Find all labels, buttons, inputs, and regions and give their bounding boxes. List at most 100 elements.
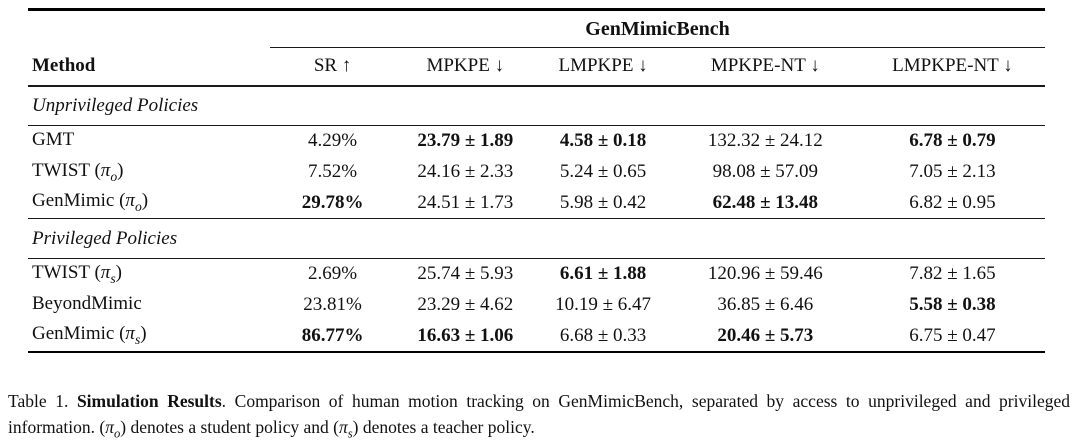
results-table: GenMimicBench Method SR ↑ MPKPE ↓ LMPKPE… — [28, 8, 1045, 353]
sr-value: 86.77% — [302, 325, 364, 346]
sr-value: 23.81% — [303, 294, 362, 315]
method-cell: TWIST (πo) — [28, 157, 270, 188]
lmpkpe-nt-value: 6.78 ± 0.79 — [909, 130, 995, 151]
caption-label: Table 1. — [8, 391, 77, 411]
lmpkpe-value: 10.19 ± 6.47 — [555, 294, 651, 315]
caption-body: ) denotes a teacher policy. — [353, 417, 535, 437]
mpkpe-cell: 23.79 ± 1.89 — [395, 126, 535, 157]
mpkpe-value: 25.74 ± 5.93 — [417, 263, 513, 284]
method-cell: GenMimic (πo) — [28, 188, 270, 219]
sr-cell: 23.81% — [270, 290, 395, 321]
results-table-container: GenMimicBench Method SR ↑ MPKPE ↓ LMPKPE… — [28, 8, 1045, 353]
mpkpe-nt-value: 62.48 ± 13.48 — [713, 192, 818, 213]
column-header-lmpkpe: LMPKPE ↓ — [535, 48, 670, 86]
mpkpe-value: 24.51 ± 1.73 — [417, 192, 513, 213]
method-name: TWIST ( — [32, 262, 101, 283]
mpkpe-value: 23.79 ± 1.89 — [417, 130, 513, 151]
method-close: ) — [116, 262, 122, 283]
column-header-method: Method — [28, 48, 270, 86]
lmpkpe-nt-value: 7.82 ± 1.65 — [909, 263, 995, 284]
sr-cell: 7.52% — [270, 157, 395, 188]
group-header-spacer — [28, 10, 270, 48]
section-label: Privileged Policies — [28, 219, 1045, 259]
mpkpe-value: 23.29 ± 4.62 — [417, 294, 513, 315]
section-label: Unprivileged Policies — [28, 86, 1045, 126]
sr-value: 29.78% — [302, 192, 364, 213]
lmpkpe-nt-value: 5.58 ± 0.38 — [909, 294, 995, 315]
lmpkpe-value: 6.61 ± 1.88 — [560, 263, 646, 284]
method-close: ) — [140, 323, 146, 344]
method-cell: GMT — [28, 126, 270, 157]
sr-cell: 2.69% — [270, 259, 395, 290]
method-cell: TWIST (πs) — [28, 259, 270, 290]
group-header-row: GenMimicBench — [28, 10, 1045, 48]
column-header-lmpkpe-nt: LMPKPE-NT ↓ — [860, 48, 1045, 86]
pi-subscript: o — [135, 199, 142, 214]
mpkpe-nt-cell: 98.08 ± 57.09 — [671, 157, 860, 188]
mpkpe-value: 16.63 ± 1.06 — [417, 325, 513, 346]
lmpkpe-nt-value: 6.82 ± 0.95 — [909, 192, 995, 213]
lmpkpe-cell: 5.98 ± 0.42 — [535, 188, 670, 219]
mpkpe-nt-cell: 120.96 ± 59.46 — [671, 259, 860, 290]
table-row-genmimic-teacher: GenMimic (πs) 86.77% 16.63 ± 1.06 6.68 ±… — [28, 321, 1045, 352]
sr-cell: 29.78% — [270, 188, 395, 219]
pi-symbol: π — [101, 262, 111, 283]
lmpkpe-value: 4.58 ± 0.18 — [560, 130, 646, 151]
sr-cell: 4.29% — [270, 126, 395, 157]
group-header-benchmark: GenMimicBench — [270, 10, 1045, 48]
pi-symbol: π — [105, 417, 114, 437]
pi-symbol: π — [125, 323, 135, 344]
lmpkpe-value: 5.98 ± 0.42 — [560, 192, 646, 213]
method-name: BeyondMimic — [32, 293, 142, 314]
mpkpe-nt-value: 36.85 ± 6.46 — [717, 294, 813, 315]
column-header-sr: SR ↑ — [270, 48, 395, 86]
method-cell: BeyondMimic — [28, 290, 270, 321]
mpkpe-cell: 24.51 ± 1.73 — [395, 188, 535, 219]
mpkpe-nt-cell: 132.32 ± 24.12 — [671, 126, 860, 157]
mpkpe-nt-cell: 62.48 ± 13.48 — [671, 188, 860, 219]
method-name: GenMimic ( — [32, 323, 125, 344]
lmpkpe-nt-cell: 5.58 ± 0.38 — [860, 290, 1045, 321]
caption-body: ) denotes a student policy and ( — [120, 417, 339, 437]
pi-symbol: π — [339, 417, 348, 437]
lmpkpe-cell: 4.58 ± 0.18 — [535, 126, 670, 157]
mpkpe-cell: 25.74 ± 5.93 — [395, 259, 535, 290]
mpkpe-cell: 23.29 ± 4.62 — [395, 290, 535, 321]
mpkpe-nt-cell: 20.46 ± 5.73 — [671, 321, 860, 352]
lmpkpe-nt-cell: 6.78 ± 0.79 — [860, 126, 1045, 157]
lmpkpe-nt-cell: 6.75 ± 0.47 — [860, 321, 1045, 352]
mpkpe-nt-value: 132.32 ± 24.12 — [708, 130, 823, 151]
section-row-unprivileged: Unprivileged Policies — [28, 86, 1045, 126]
method-cell: GenMimic (πs) — [28, 321, 270, 352]
sr-value: 7.52% — [308, 161, 357, 182]
lmpkpe-nt-cell: 7.05 ± 2.13 — [860, 157, 1045, 188]
sr-value: 4.29% — [308, 130, 357, 151]
sr-value: 2.69% — [308, 263, 357, 284]
lmpkpe-nt-value: 6.75 ± 0.47 — [909, 325, 995, 346]
mpkpe-nt-value: 120.96 ± 59.46 — [708, 263, 823, 284]
mpkpe-value: 24.16 ± 2.33 — [417, 161, 513, 182]
lmpkpe-cell: 6.68 ± 0.33 — [535, 321, 670, 352]
method-name: GenMimic ( — [32, 190, 125, 211]
lmpkpe-value: 6.68 ± 0.33 — [560, 325, 646, 346]
table-row-twist-student: TWIST (πo) 7.52% 24.16 ± 2.33 5.24 ± 0.6… — [28, 157, 1045, 188]
section-row-privileged: Privileged Policies — [28, 219, 1045, 259]
lmpkpe-nt-value: 7.05 ± 2.13 — [909, 161, 995, 182]
table-row-genmimic-student: GenMimic (πo) 29.78% 24.51 ± 1.73 5.98 ±… — [28, 188, 1045, 219]
method-name: TWIST ( — [32, 160, 101, 181]
pi-symbol: π — [101, 160, 111, 181]
caption-title: Simulation Results — [77, 391, 222, 411]
lmpkpe-cell: 5.24 ± 0.65 — [535, 157, 670, 188]
mpkpe-cell: 16.63 ± 1.06 — [395, 321, 535, 352]
lmpkpe-nt-cell: 6.82 ± 0.95 — [860, 188, 1045, 219]
sr-cell: 86.77% — [270, 321, 395, 352]
mpkpe-cell: 24.16 ± 2.33 — [395, 157, 535, 188]
lmpkpe-value: 5.24 ± 0.65 — [560, 161, 646, 182]
table-row-gmt: GMT 4.29% 23.79 ± 1.89 4.58 ± 0.18 132.3… — [28, 126, 1045, 157]
lmpkpe-cell: 6.61 ± 1.88 — [535, 259, 670, 290]
column-header-row: Method SR ↑ MPKPE ↓ LMPKPE ↓ MPKPE-NT ↓ … — [28, 48, 1045, 86]
column-header-mpkpe: MPKPE ↓ — [395, 48, 535, 86]
mpkpe-nt-cell: 36.85 ± 6.46 — [671, 290, 860, 321]
table-caption: Table 1. Simulation Results. Comparison … — [8, 388, 1070, 446]
pi-symbol: π — [125, 190, 135, 211]
